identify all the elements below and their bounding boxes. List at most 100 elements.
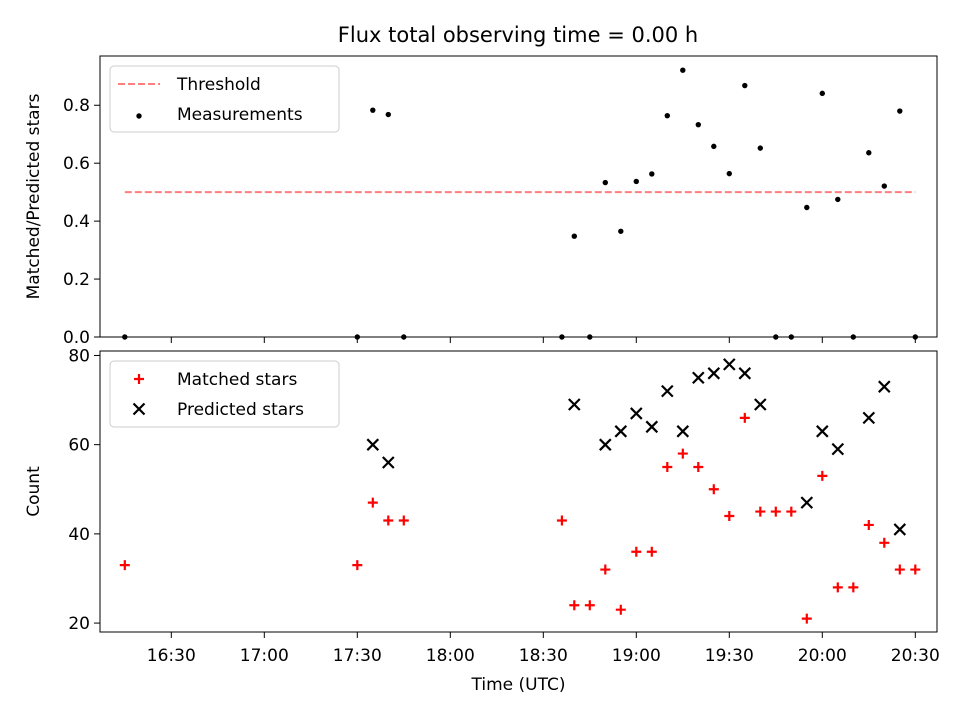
measurement-point xyxy=(122,334,128,340)
predicted-stars-point xyxy=(614,425,628,438)
matched-stars-point xyxy=(863,519,874,530)
measurement-point xyxy=(664,112,670,119)
predicted-stars-point xyxy=(893,523,907,536)
predicted-stars-point xyxy=(676,425,690,438)
y-tick-label: 0.6 xyxy=(63,154,90,174)
y-tick-label: 0.2 xyxy=(63,270,90,290)
legend-measurement-swatch xyxy=(136,113,142,119)
predicted-stars-point xyxy=(568,398,581,411)
predicted-stars-point xyxy=(661,384,674,398)
y-tick-label: 0.8 xyxy=(63,96,90,116)
matched-stars-point xyxy=(615,604,626,615)
measurement-point xyxy=(587,334,593,340)
legend-label: Predicted stars xyxy=(177,400,304,420)
measurement-point xyxy=(881,183,887,189)
x-tick-label: 16:30 xyxy=(147,646,196,666)
legend-box xyxy=(109,360,340,428)
measurement-point xyxy=(897,108,903,114)
legend-label: Matched stars xyxy=(177,370,297,390)
matched-stars-point xyxy=(832,582,843,593)
plot-frame xyxy=(99,350,938,633)
matched-stars-point xyxy=(894,564,905,575)
predicted-stars-point xyxy=(800,496,814,509)
measurement-point xyxy=(633,178,639,185)
x-tick-label: 19:00 xyxy=(612,646,661,666)
matched-stars-point xyxy=(600,564,611,575)
measurement-point xyxy=(912,334,918,340)
matched-stars-point xyxy=(755,506,766,517)
x-tick-label: 20:00 xyxy=(798,646,847,666)
matched-stars-point xyxy=(817,470,828,481)
matched-stars-point xyxy=(801,613,812,624)
measurement-point xyxy=(401,334,407,340)
measurement-point xyxy=(804,204,810,211)
measurement-point xyxy=(711,143,717,150)
measurement-point xyxy=(850,334,856,340)
y-tick-label: 0.0 xyxy=(63,328,90,348)
y-tick-label: 80 xyxy=(68,346,90,366)
measurement-point xyxy=(866,150,872,156)
matched-stars-point xyxy=(367,497,378,508)
matched-stars-point xyxy=(693,461,704,472)
predicted-stars-point xyxy=(738,367,752,380)
predicted-stars-point xyxy=(645,420,659,434)
x-tick-label: 17:30 xyxy=(333,646,382,666)
predicted-stars-point xyxy=(878,380,891,393)
matched-stars-point xyxy=(119,560,130,571)
bottom-panel: 20 40 60 80 16:30 17:00 17:30 18:00 18:30 19:00 19… xyxy=(24,346,940,695)
predicted-stars-point xyxy=(692,371,705,385)
matched-stars-point xyxy=(910,564,921,575)
measurement-point xyxy=(819,90,825,97)
measurement-point xyxy=(680,67,686,73)
plot-frame xyxy=(99,55,938,338)
measurement-point xyxy=(757,145,763,151)
matched-stars-point xyxy=(770,506,781,517)
legend-label: Threshold xyxy=(176,75,261,95)
matched-stars-point xyxy=(739,412,750,423)
predicted-stars-point xyxy=(707,367,721,380)
measurement-point xyxy=(835,196,841,203)
legend-matched-swatch xyxy=(134,374,144,384)
measurement-point xyxy=(773,334,779,340)
predicted-stars-point xyxy=(862,411,876,425)
x-tick-label: 17:00 xyxy=(240,646,289,666)
measurement-point xyxy=(618,228,624,234)
measurement-point xyxy=(726,170,732,177)
measurement-point xyxy=(649,171,655,177)
matched-stars-point xyxy=(879,537,890,548)
measurement-point xyxy=(788,334,794,340)
predicted-stars-point xyxy=(831,442,845,456)
top-panel: 0.0 0.2 0.4 0.6 0.8 Matched/Predicted stars Th… xyxy=(24,55,938,348)
matched-stars-point xyxy=(352,560,363,571)
measurement-point xyxy=(559,334,565,340)
matched-stars-point xyxy=(383,515,394,526)
measurement-point xyxy=(354,334,360,340)
chart-title: Flux total observing time = 0.00 h xyxy=(338,23,698,47)
x-tick-label: 18:30 xyxy=(519,646,568,666)
matched-stars-point xyxy=(848,582,859,593)
measurement-point xyxy=(602,179,608,186)
legend-box xyxy=(109,65,340,133)
legend-predicted-swatch xyxy=(132,402,146,416)
matched-stars-point xyxy=(631,546,642,557)
measurement-point xyxy=(695,121,701,128)
y-tick-label: 0.4 xyxy=(63,212,90,232)
legend-label: Measurements xyxy=(177,105,303,125)
matched-stars-point xyxy=(398,515,409,526)
matched-stars-point xyxy=(724,511,735,522)
matched-stars-point xyxy=(662,461,673,472)
predicted-stars-point xyxy=(366,438,380,451)
y-axis-label: Matched/Predicted stars xyxy=(24,93,44,299)
predicted-stars-point xyxy=(754,398,767,411)
y-tick-label: 20 xyxy=(68,614,90,634)
measurement-point xyxy=(571,233,577,239)
measurement-point xyxy=(385,111,391,118)
predicted-stars-point xyxy=(630,407,643,420)
predicted-stars-point xyxy=(382,456,395,469)
y-tick-label: 40 xyxy=(68,525,90,545)
matched-stars-point xyxy=(786,506,797,517)
measurement-point xyxy=(370,107,376,113)
x-axis-label: Time (UTC) xyxy=(471,675,566,695)
legend: Threshold Measurements xyxy=(109,65,340,133)
